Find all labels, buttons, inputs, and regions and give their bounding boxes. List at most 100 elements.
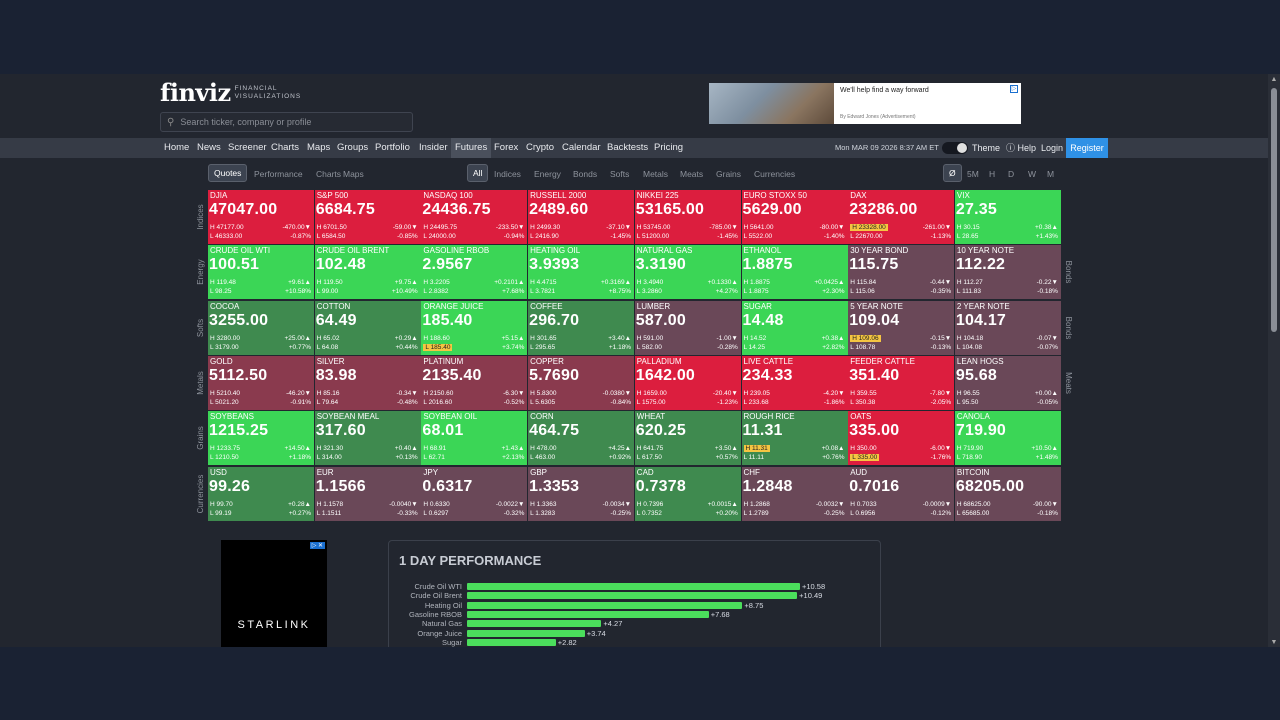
- filter-tab-indices[interactable]: Indices: [494, 169, 521, 179]
- time-tab-m[interactable]: M: [1047, 169, 1055, 179]
- ticker-cell[interactable]: GBP 1.3353 -0.0034▼ -0.25% H 1.3363 L 1.3283: [528, 466, 635, 521]
- ticker-cell[interactable]: ORANGE JUICE 185.40 +5.15▲ +3.74% H 188.60 L …: [421, 300, 528, 355]
- view-tab-quotes[interactable]: Quotes: [208, 164, 248, 182]
- filter-tab-metals[interactable]: Metals: [643, 169, 669, 179]
- ticker-cell[interactable]: COFFEE 296.70 +3.40▲ +1.18% H 301.65 L 295.65: [528, 300, 635, 355]
- ticker-cell[interactable]: SOYBEAN MEAL 317.60 +0.40▲ +0.13% H 321.30 L …: [314, 411, 421, 466]
- ticker-cell[interactable]: 2 YEAR NOTE 104.17 -0.07▼ -0.07% H 104.18 L 1…: [954, 300, 1061, 355]
- ticker-cell[interactable]: BITCOIN 68205.00 -90.00▼ -0.18% H 68625.00 L …: [954, 466, 1061, 521]
- ticker-cell[interactable]: CRUDE OIL WTI 100.51 +9.61▲ +10.58% H 119.48…: [208, 245, 314, 300]
- view-tab-charts[interactable]: Charts: [316, 169, 342, 179]
- nav-groups[interactable]: Groups: [337, 142, 369, 153]
- ticker-cell[interactable]: CHF 1.2848 -0.0032▼ -0.25% H 1.2868 L 1.2789: [741, 466, 848, 521]
- time-tab-w[interactable]: W: [1028, 169, 1037, 179]
- ticker-cell[interactable]: LEAN HOGS 95.68 +0.00▲ -0.05% H 96.55 L 95.50: [954, 355, 1061, 410]
- filter-tab-bonds[interactable]: Bonds: [573, 169, 598, 179]
- scrollbar-thumb[interactable]: [1271, 88, 1277, 332]
- ad-close-icon[interactable]: ▷: [1010, 85, 1018, 93]
- nav-pricing[interactable]: Pricing: [654, 142, 684, 153]
- ticker-cell[interactable]: 10 YEAR NOTE 112.22 -0.22▼ -0.18% H 112.27 L …: [954, 245, 1061, 300]
- nav-forex[interactable]: Forex: [494, 142, 519, 153]
- ticker-cell[interactable]: LIVE CATTLE 234.33 -4.20▼ -1.86% H 239.05 L 2…: [741, 355, 848, 410]
- ticker-cell[interactable]: JPY 0.6317 -0.0022▼ -0.32% H 0.6330 L 0.6297: [421, 466, 528, 521]
- ticker-cell[interactable]: ETHANOL 1.8875 +0.0425▲ +2.30% H 1.8875 L 1.8…: [741, 245, 848, 300]
- ticker-cell[interactable]: SILVER 83.98 -0.34▼ -0.48% H 85.16 L 79.64: [314, 355, 421, 410]
- ticker-cell[interactable]: DJIA 47047.00 -470.00▼ -0.87% H 47177.00 L 46…: [208, 190, 314, 244]
- ticker-cell[interactable]: NATURAL GAS 3.3190 +0.1330▲ +4.27% H 3.4940 L…: [634, 245, 741, 300]
- ticker-cell[interactable]: DAX 23286.00 -261.00▼ -1.13% H 23328.00 L 226…: [848, 190, 955, 244]
- ticker-cell[interactable]: AUD 0.7016 -0.0009▼ -0.12% H 0.7033 L 0.6956: [848, 466, 955, 521]
- ticker-cell[interactable]: VIX 27.35 +0.38▲ +1.43% H 30.15 L 28.65: [954, 190, 1061, 244]
- ticker-cell[interactable]: SOYBEANS 1215.25 +14.50▲ +1.18% H 1233.75 L 1…: [208, 411, 314, 466]
- ticker-high-value: H 5210.40: [210, 389, 240, 397]
- ticker-cell[interactable]: USD 99.26 +0.28▲ +0.27% H 99.70 L 99.19: [208, 466, 314, 521]
- theme-toggle[interactable]: [942, 142, 968, 154]
- ticker-cell[interactable]: PALLADIUM 1642.00 -20.40▼ -1.23% H 1659.00 L …: [634, 355, 741, 410]
- scrollbar[interactable]: ▲ ▼: [1268, 74, 1280, 647]
- filter-tab-meats[interactable]: Meats: [680, 169, 704, 179]
- ticker-cell[interactable]: CRUDE OIL BRENT 102.48 +9.75▲ +10.49% H 119.…: [314, 245, 421, 300]
- ticker-cell[interactable]: COCOA 3255.00 +25.00▲ +0.77% H 3280.00 L 3179…: [208, 300, 314, 355]
- ticker-cell[interactable]: COPPER 5.7690 -0.0380▼ -0.84% H 5.8300 L 5.63…: [528, 355, 635, 410]
- ticker-cell[interactable]: EUR 1.1566 -0.0040▼ -0.33% H 1.1578 L 1.1511: [314, 466, 421, 521]
- nav-crypto[interactable]: Crypto: [526, 142, 554, 153]
- ticker-high: H 478.00: [530, 445, 556, 452]
- scroll-down-icon[interactable]: ▼: [1270, 639, 1278, 646]
- nav-calendar[interactable]: Calendar: [562, 142, 601, 153]
- time-tab-5m[interactable]: 5M: [967, 169, 979, 179]
- search-input[interactable]: [180, 117, 401, 127]
- filter-tab-currencies[interactable]: Currencies: [754, 169, 796, 179]
- ticker-cell[interactable]: EURO STOXX 50 5629.00 -80.00▼ -1.40% H 5641.…: [741, 190, 848, 244]
- ticker-cell[interactable]: RUSSELL 2000 2489.60 -37.10▼ -1.45% H 2499.3…: [528, 190, 635, 244]
- filter-tab-all[interactable]: All: [467, 164, 489, 182]
- nav-news[interactable]: News: [197, 142, 221, 153]
- view-tab-performance[interactable]: Performance: [254, 169, 303, 179]
- time-tab-all[interactable]: Ø: [943, 164, 962, 182]
- login-link[interactable]: Login: [1041, 143, 1064, 153]
- time-tab-h[interactable]: H: [989, 169, 996, 179]
- help-link[interactable]: ⓘ Help: [1006, 138, 1036, 158]
- time-tab-d[interactable]: D: [1008, 169, 1015, 179]
- ticker-cell[interactable]: LUMBER 587.00 -1.00▼ -0.28% H 591.00 L 582.00: [634, 300, 741, 355]
- nav-futures[interactable]: Futures: [451, 138, 492, 158]
- advertisement-banner[interactable]: We'll help find a way forward By Edward …: [709, 83, 1021, 124]
- ticker-cell[interactable]: SOYBEAN OIL 68.01 +1.43▲ +2.13% H 68.91 L 62.…: [421, 411, 528, 466]
- nav-maps[interactable]: Maps: [307, 142, 331, 153]
- ticker-cell[interactable]: HEATING OIL 3.9393 +0.3169▲ +8.75% H 4.4715 L…: [528, 245, 635, 300]
- nav-insider[interactable]: Insider: [419, 142, 448, 153]
- ticker-cell[interactable]: FEEDER CATTLE 351.40 -7.80▼ -2.05% H 359.55 L…: [848, 355, 955, 410]
- register-button[interactable]: Register: [1066, 138, 1108, 158]
- finviz-logo[interactable]: finviz FINANCIAL VISUALIZATIONS: [160, 78, 302, 107]
- ticker-cell[interactable]: NIKKEI 225 53165.00 -785.00▼ -1.45% H 53745.…: [634, 190, 741, 244]
- ticker-cell[interactable]: WHEAT 620.25 +3.50▲ +0.57% H 641.75 L 617.50: [634, 411, 741, 466]
- ticker-cell[interactable]: PLATINUM 2135.40 -6.30▼ -0.52% H 2150.60 L 20…: [421, 355, 528, 410]
- filter-tab-energy[interactable]: Energy: [534, 169, 561, 179]
- ticker-cell[interactable]: S&P 500 6684.75 -59.00▼ -0.85% H 6701.50 L 65…: [314, 190, 421, 244]
- ticker-cell[interactable]: CORN 464.75 +4.25▲ +0.92% H 478.00 L 463.00: [528, 411, 635, 466]
- nav-backtests[interactable]: Backtests: [607, 142, 649, 153]
- ticker-cell[interactable]: SUGAR 14.48 +0.38▲ +2.82% H 14.52 L 14.25: [741, 300, 848, 355]
- filter-tab-softs[interactable]: Softs: [610, 169, 630, 179]
- ticker-cell[interactable]: CAD 0.7378 +0.0015▲ +0.20% H 0.7396 L 0.7352: [634, 466, 741, 521]
- scroll-up-icon[interactable]: ▲: [1270, 76, 1278, 83]
- ticker-low: L 5.6305: [530, 399, 555, 406]
- ticker-cell[interactable]: CANOLA 719.90 +10.50▲ +1.48% H 719.90 L 718.9…: [954, 411, 1061, 466]
- nav-charts[interactable]: Charts: [271, 142, 299, 153]
- ticker-cell[interactable]: 5 YEAR NOTE 109.04 -0.15▼ -0.13% H 109.06 L 1…: [848, 300, 955, 355]
- starlink-ad[interactable]: ▷ ✕ STARLINK: [221, 540, 327, 647]
- ticker-cell[interactable]: GOLD 5112.50 -46.20▼ -0.91% H 5210.40 L 5021.…: [208, 355, 314, 410]
- ticker-cell[interactable]: GASOLINE RBOB 2.9567 +0.2101▲ +7.68% H 3.220…: [421, 245, 528, 300]
- filter-tab-grains[interactable]: Grains: [716, 169, 742, 179]
- ticker-cell[interactable]: OATS 335.00 -6.00▼ -1.76% H 350.00 L 335.00: [848, 411, 955, 466]
- nav-home[interactable]: Home: [164, 142, 190, 153]
- ticker-cell[interactable]: NASDAQ 100 24436.75 -233.50▼ -0.94% H 24495.…: [421, 190, 528, 244]
- ticker-cell[interactable]: 30 YEAR BOND 115.75 -0.44▼ -0.35% H 115.84 L …: [848, 245, 955, 300]
- view-tab-maps[interactable]: Maps: [343, 169, 364, 179]
- ticker-cell[interactable]: COTTON 64.49 +0.29▲ +0.44% H 65.02 L 64.08: [314, 300, 421, 355]
- theme-label[interactable]: Theme: [972, 143, 1001, 153]
- nav-portfolio[interactable]: Portfolio: [375, 142, 410, 153]
- nav-screener[interactable]: Screener: [228, 142, 267, 153]
- ticker-cell[interactable]: ROUGH RICE 11.31 +0.08▲ +0.76% H 11.31 L 11.1…: [741, 411, 848, 466]
- ad-info-icon[interactable]: ▷ ✕: [309, 542, 325, 549]
- search-box[interactable]: ⚲: [160, 112, 413, 132]
